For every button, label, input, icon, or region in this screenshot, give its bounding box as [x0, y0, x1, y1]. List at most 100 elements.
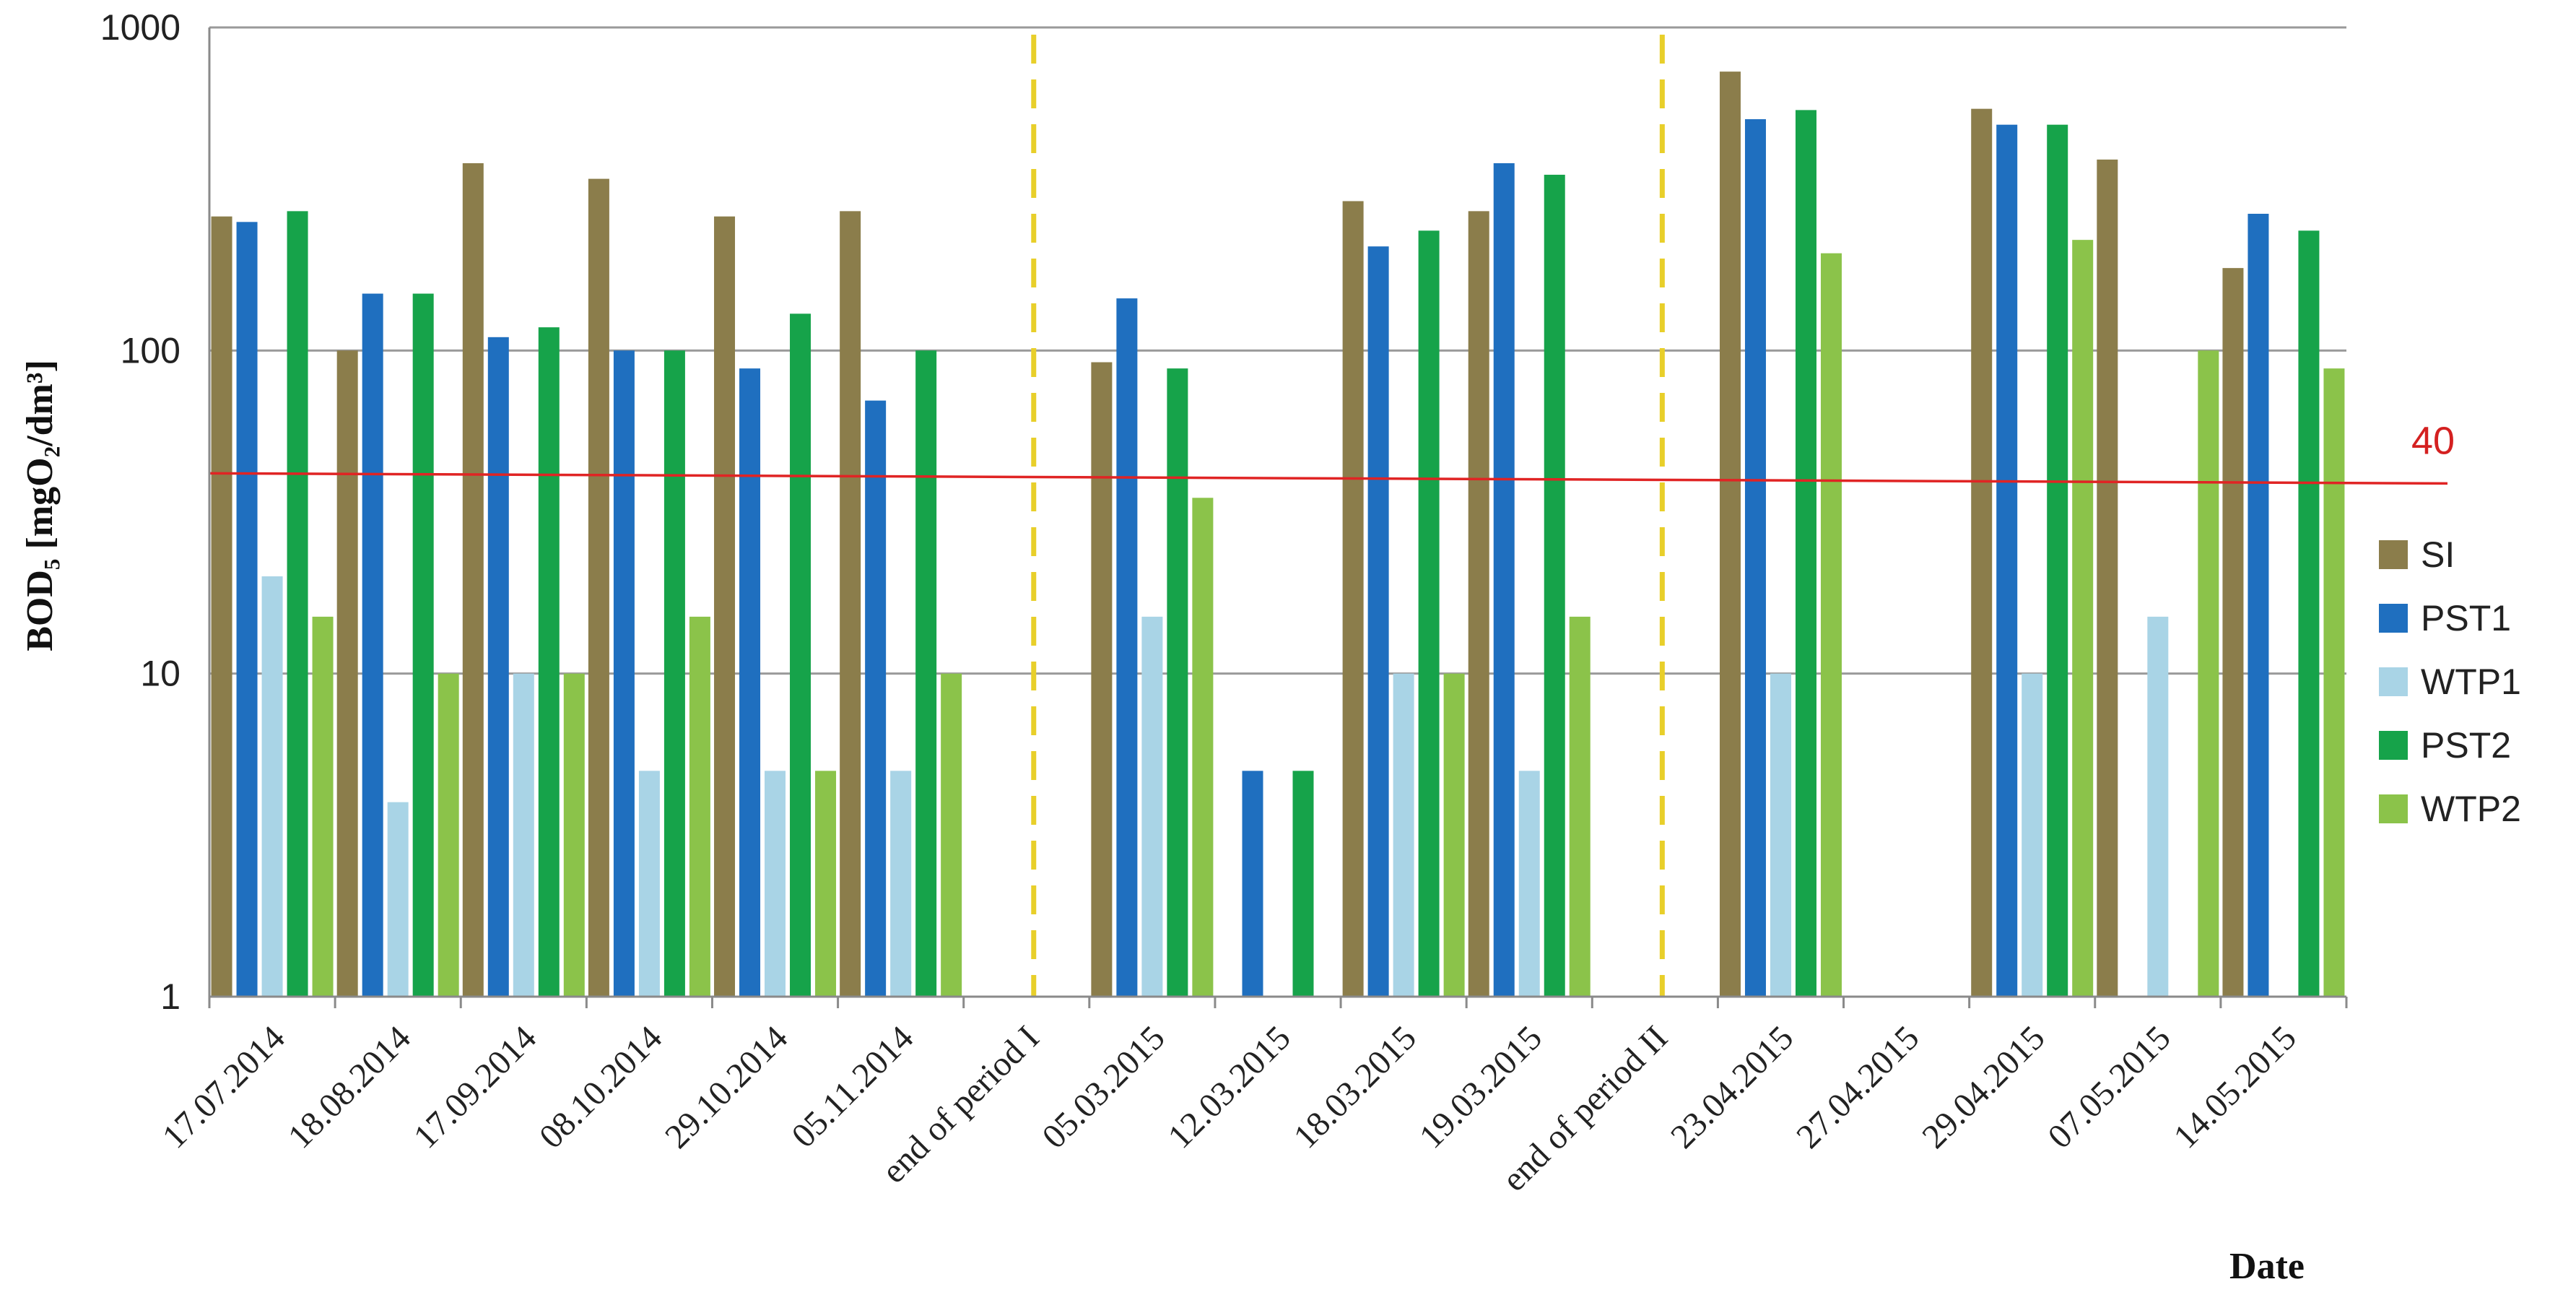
bar-pst1-2 [487, 337, 509, 997]
bar-si-9 [1342, 201, 1364, 997]
legend-swatch-pst2 [2379, 731, 2408, 760]
bar-pst1-16 [2248, 214, 2269, 997]
x-tick-label: 07.05.2015 [2040, 1018, 2177, 1156]
bar-wtp2-1 [438, 673, 459, 997]
bar-pst2-10 [1544, 174, 1565, 997]
legend-label-pst2: PST2 [2421, 725, 2511, 766]
x-tick-label: 29.04.2015 [1915, 1018, 2052, 1156]
bar-wtp2-10 [1569, 616, 1591, 997]
legend-swatch-wtp2 [2379, 794, 2408, 823]
y-tick-label: 1000 [100, 7, 180, 48]
bar-pst2-2 [538, 327, 560, 997]
bar-pst2-4 [790, 313, 811, 997]
bar-pst1-14 [1996, 124, 2018, 997]
legend: SI PST1 WTP1 PST2 WTP2 [2379, 534, 2521, 829]
bar-wtp1-15 [2147, 616, 2169, 997]
bar-pst1-4 [739, 368, 761, 997]
bar-si-15 [2097, 159, 2118, 997]
period-markers [1031, 35, 1665, 997]
bar-pst1-5 [865, 400, 887, 997]
bar-pst1-0 [236, 222, 258, 997]
bar-si-5 [840, 211, 861, 997]
bar-wtp1-9 [1393, 673, 1414, 997]
bar-wtp1-0 [261, 576, 283, 997]
x-tick-label: 17.09.2014 [406, 1018, 544, 1156]
bar-si-2 [462, 162, 484, 997]
x-tick-label: 05.11.2014 [784, 1018, 921, 1155]
x-tick-label: 23.04.2015 [1663, 1018, 1801, 1156]
bar-pst1-9 [1367, 246, 1389, 997]
bar-wtp1-4 [765, 771, 786, 997]
bar-pst1-1 [362, 293, 383, 997]
y-tick-label: 100 [121, 330, 180, 370]
x-tick-label: 27.04.2015 [1789, 1018, 1926, 1156]
bar-wtp1-10 [1518, 771, 1540, 997]
x-tick-label: 05.03.2015 [1035, 1018, 1172, 1156]
legend-label-wtp1: WTP1 [2421, 662, 2521, 702]
x-tick-label: 17.07.2014 [155, 1018, 292, 1156]
bar-wtp1-12 [1770, 673, 1791, 997]
bar-wtp1-3 [638, 771, 660, 997]
bar-pst2-14 [2047, 124, 2068, 997]
bar-wtp1-5 [890, 771, 912, 997]
bar-wtp1-2 [513, 673, 534, 997]
x-tick-label: 18.08.2014 [281, 1018, 418, 1156]
x-tick-label: 08.10.2014 [532, 1018, 669, 1156]
bar-si-3 [588, 178, 609, 997]
bar-wtp2-9 [1443, 673, 1465, 997]
bar-wtp2-3 [689, 616, 710, 997]
bar-wtp1-14 [2022, 673, 2043, 997]
legend-label-wtp2: WTP2 [2421, 789, 2521, 829]
bar-wtp2-16 [2323, 368, 2345, 997]
reference-line-group: 40 [209, 419, 2455, 485]
bar-pst2-5 [915, 350, 937, 997]
x-tick-label: 12.03.2015 [1161, 1018, 1298, 1156]
bar-si-0 [211, 216, 232, 997]
bar-pst2-8 [1292, 771, 1314, 997]
legend-swatch-si [2379, 540, 2408, 569]
bar-wtp2-15 [2198, 350, 2219, 997]
bar-si-1 [336, 350, 358, 997]
bar-pst2-7 [1167, 368, 1188, 997]
y-tick-label: 1 [160, 976, 180, 1017]
bar-wtp1-7 [1141, 616, 1163, 997]
x-tick-label: 29.10.2014 [658, 1018, 795, 1156]
bar-wtp2-5 [941, 673, 962, 997]
y-tick-label: 10 [140, 654, 180, 694]
bar-pst2-3 [663, 350, 685, 997]
bar-pst1-3 [613, 350, 635, 997]
bar-pst1-8 [1242, 771, 1263, 997]
bar-si-4 [714, 216, 736, 997]
bar-wtp2-4 [815, 771, 837, 997]
bar-si-7 [1091, 362, 1113, 997]
bar-pst2-12 [1795, 110, 1816, 997]
bar-pst2-9 [1418, 230, 1440, 997]
bar-pst2-16 [2298, 230, 2320, 997]
y-axis-title: BOD₅ [mgO₂/dm³] [19, 360, 61, 651]
bar-si-12 [1719, 72, 1741, 997]
bar-pst1-7 [1116, 298, 1138, 997]
bar-wtp2-2 [563, 673, 585, 997]
bar-wtp2-12 [1820, 253, 1842, 997]
bars [211, 72, 2345, 997]
legend-swatch-wtp1 [2379, 667, 2408, 696]
reference-line [209, 472, 2448, 485]
reference-line-label: 40 [2411, 419, 2455, 462]
bar-si-10 [1468, 211, 1489, 997]
legend-label-pst1: PST1 [2421, 598, 2511, 638]
x-axis-title: Date [2229, 1246, 2305, 1287]
bar-pst2-0 [287, 211, 308, 997]
bar-si-14 [1971, 108, 1993, 997]
bar-wtp2-0 [312, 616, 334, 997]
bar-wtp2-14 [2072, 240, 2094, 997]
bar-wtp1-1 [387, 802, 409, 997]
bar-pst1-12 [1744, 119, 1766, 997]
bar-pst1-10 [1493, 162, 1515, 997]
x-tick-label: 19.03.2015 [1412, 1018, 1549, 1156]
bar-wtp2-7 [1192, 498, 1214, 997]
bar-si-16 [2222, 268, 2244, 997]
x-tick-label: 18.03.2015 [1287, 1018, 1424, 1156]
legend-label-si: SI [2421, 534, 2455, 575]
legend-swatch-pst1 [2379, 604, 2408, 633]
